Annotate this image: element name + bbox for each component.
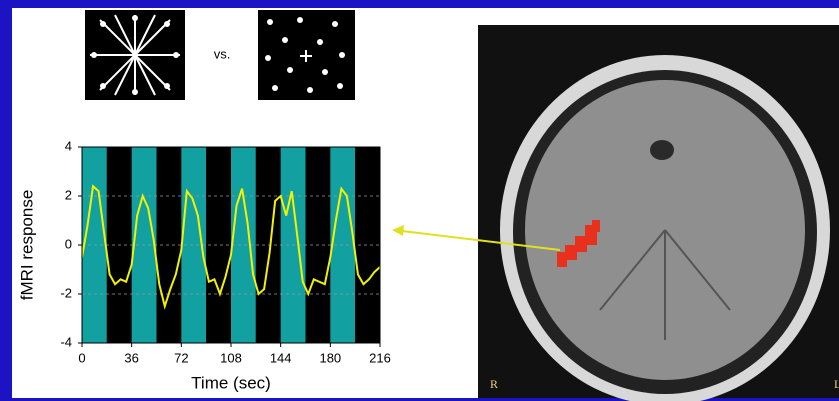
y-tick-label: -2 xyxy=(60,285,72,300)
right-marker: R xyxy=(490,377,498,391)
figure: vs. R L fMRI response Time (sec) -4 -2 0 2 4… xyxy=(0,0,839,401)
x-axis-title: Time (sec) xyxy=(191,373,271,392)
x-tick-label: 216 xyxy=(369,350,391,365)
x-tick-label: 108 xyxy=(220,350,242,365)
x-tick-label: 144 xyxy=(270,350,292,365)
versus-label: vs. xyxy=(214,46,231,61)
y-axis-title: fMRI response xyxy=(17,190,36,301)
x-tick-label: 72 xyxy=(174,350,188,365)
x-tick-label: 180 xyxy=(319,350,341,365)
y-tick-label: 4 xyxy=(65,138,72,153)
x-tick-label: 0 xyxy=(78,350,85,365)
brain-image: R L xyxy=(478,25,839,401)
x-tick-label: 36 xyxy=(124,350,138,365)
left-marker: L xyxy=(834,377,839,391)
y-tick-label: 0 xyxy=(65,236,72,251)
y-tick-label: 2 xyxy=(65,187,72,202)
stimulus-static xyxy=(258,10,355,100)
y-tick-label: -4 xyxy=(60,334,72,349)
stimulus-motion xyxy=(85,10,185,100)
